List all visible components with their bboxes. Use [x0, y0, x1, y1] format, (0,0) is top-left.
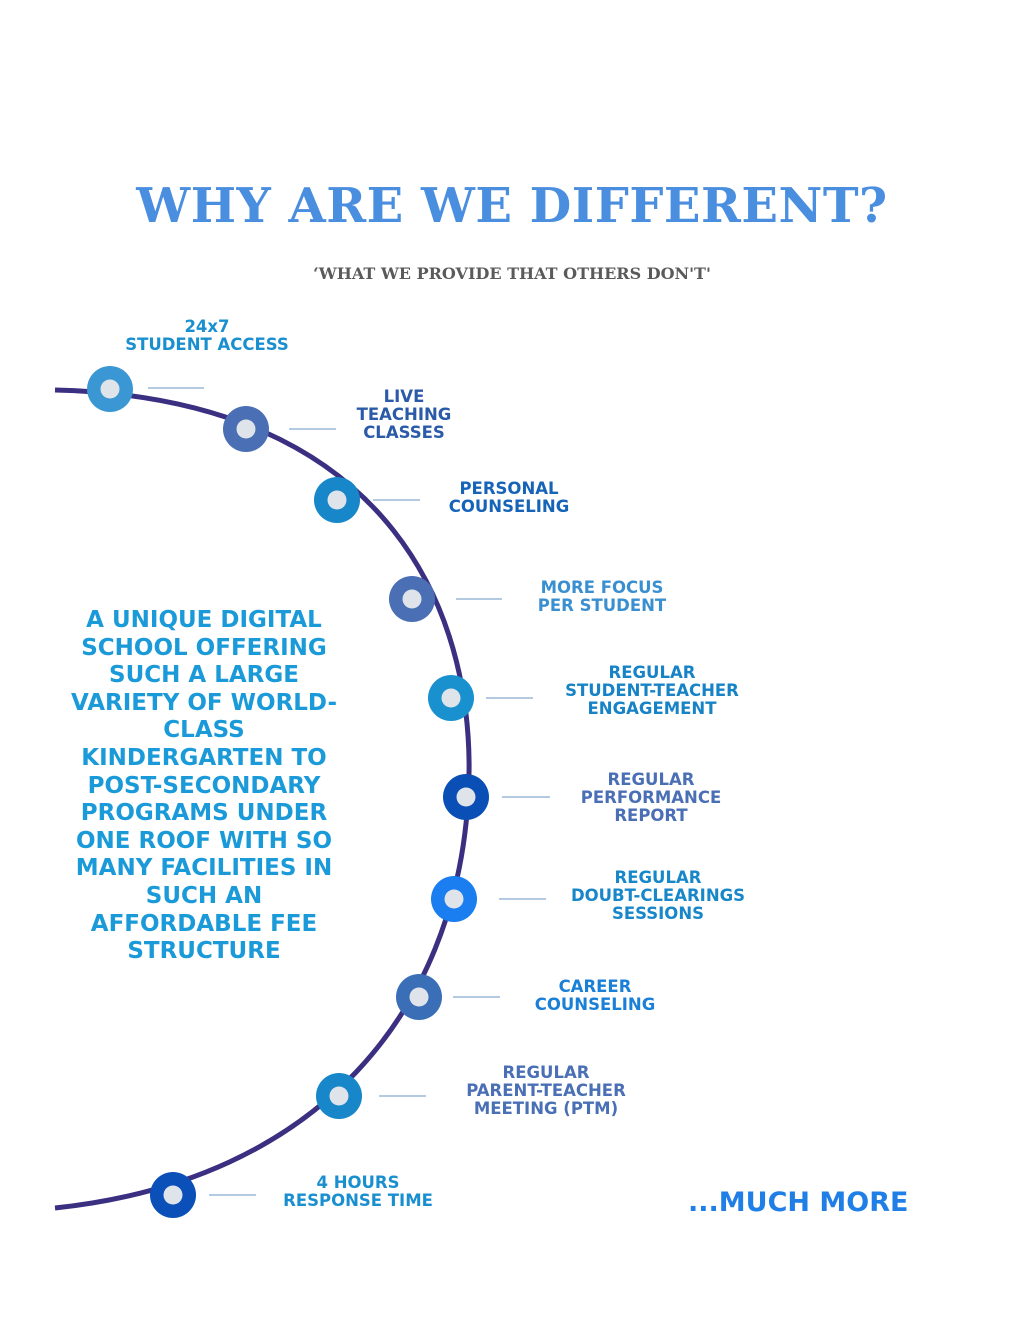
feature-label-6: REGULAR PERFORMANCE REPORT	[581, 771, 721, 825]
timeline-node-7	[431, 876, 477, 922]
node-center-7	[444, 889, 464, 909]
feature-label-9: REGULAR PARENT-TEACHER MEETING (PTM)	[466, 1064, 626, 1118]
feature-label-8: CAREER COUNSELING	[535, 978, 656, 1014]
feature-label-line: 24x7	[184, 317, 230, 336]
page-title: WHY ARE WE DIFFERENT?	[136, 178, 888, 234]
feature-label-4: MORE FOCUS PER STUDENT	[538, 579, 666, 615]
timeline-node-2	[223, 406, 269, 452]
feature-label-line: STUDENT-TEACHER	[565, 681, 739, 700]
feature-label-line: LIVE	[383, 387, 425, 406]
feature-label-line: PERSONAL	[459, 479, 559, 498]
connector-lines	[148, 387, 550, 1196]
timeline-node-8	[396, 974, 442, 1020]
node-center-4	[402, 589, 422, 609]
feature-label-line: CAREER	[558, 977, 632, 996]
feature-label-10: 4 HOURS RESPONSE TIME	[283, 1174, 433, 1210]
feature-label-line: COUNSELING	[448, 497, 570, 516]
timeline-node-5	[428, 675, 474, 721]
timeline-node-9	[316, 1073, 362, 1119]
node-center-3	[327, 490, 347, 510]
timeline-node-10	[150, 1172, 196, 1218]
feature-label-line: RESPONSE TIME	[283, 1191, 433, 1210]
node-center-10	[163, 1185, 183, 1205]
much-more-text: ...MUCH MORE	[688, 1187, 909, 1218]
feature-label-line: PER STUDENT	[537, 596, 667, 615]
node-center-2	[236, 419, 256, 439]
feature-label-line: STUDENT ACCESS	[125, 335, 289, 354]
node-center-5	[441, 688, 461, 708]
feature-label-line: CLASSES	[363, 423, 445, 442]
timeline-node-6	[443, 774, 489, 820]
feature-label-line: REPORT	[614, 806, 688, 825]
feature-label-line: 4 HOURS	[316, 1173, 400, 1192]
feature-label-line: PERFORMANCE	[580, 788, 722, 807]
feature-label-2: LIVE TEACHING CLASSES	[357, 388, 452, 442]
feature-label-line: SESSIONS	[611, 904, 705, 923]
feature-label-line: ENGAGEMENT	[587, 699, 717, 718]
feature-label-line: COUNSELING	[534, 995, 656, 1014]
feature-label-line: REGULAR	[608, 663, 696, 682]
feature-label-line: MORE FOCUS	[540, 578, 664, 597]
node-center-8	[409, 987, 429, 1007]
node-center-6	[456, 787, 476, 807]
node-center-9	[329, 1086, 349, 1106]
timeline-node-1	[87, 366, 133, 412]
feature-label-line: REGULAR	[607, 770, 695, 789]
feature-label-5: REGULAR STUDENT-TEACHER ENGAGEMENT	[565, 664, 739, 718]
feature-label-7: REGULAR DOUBT-CLEARINGS SESSIONS	[571, 869, 745, 923]
feature-label-line: REGULAR	[614, 868, 702, 887]
feature-label-1: 24x7 STUDENT ACCESS	[125, 318, 289, 354]
center-description: A UNIQUE DIGITAL SCHOOL OFFERING SUCH A …	[71, 607, 337, 965]
feature-label-line: PARENT-TEACHER	[466, 1081, 626, 1100]
feature-label-3: PERSONAL COUNSELING	[449, 480, 570, 516]
feature-label-line: REGULAR	[502, 1063, 590, 1082]
node-center-1	[100, 379, 120, 399]
page-subtitle: ‘WHAT WE PROVIDE THAT OTHERS DON'T'	[313, 264, 711, 283]
feature-label-line: DOUBT-CLEARINGS	[570, 886, 746, 905]
feature-label-line: MEETING (PTM)	[473, 1099, 619, 1118]
timeline-node-4	[389, 576, 435, 622]
timeline-node-3	[314, 477, 360, 523]
feature-label-line: TEACHING	[356, 405, 452, 424]
timeline-nodes	[87, 366, 489, 1218]
